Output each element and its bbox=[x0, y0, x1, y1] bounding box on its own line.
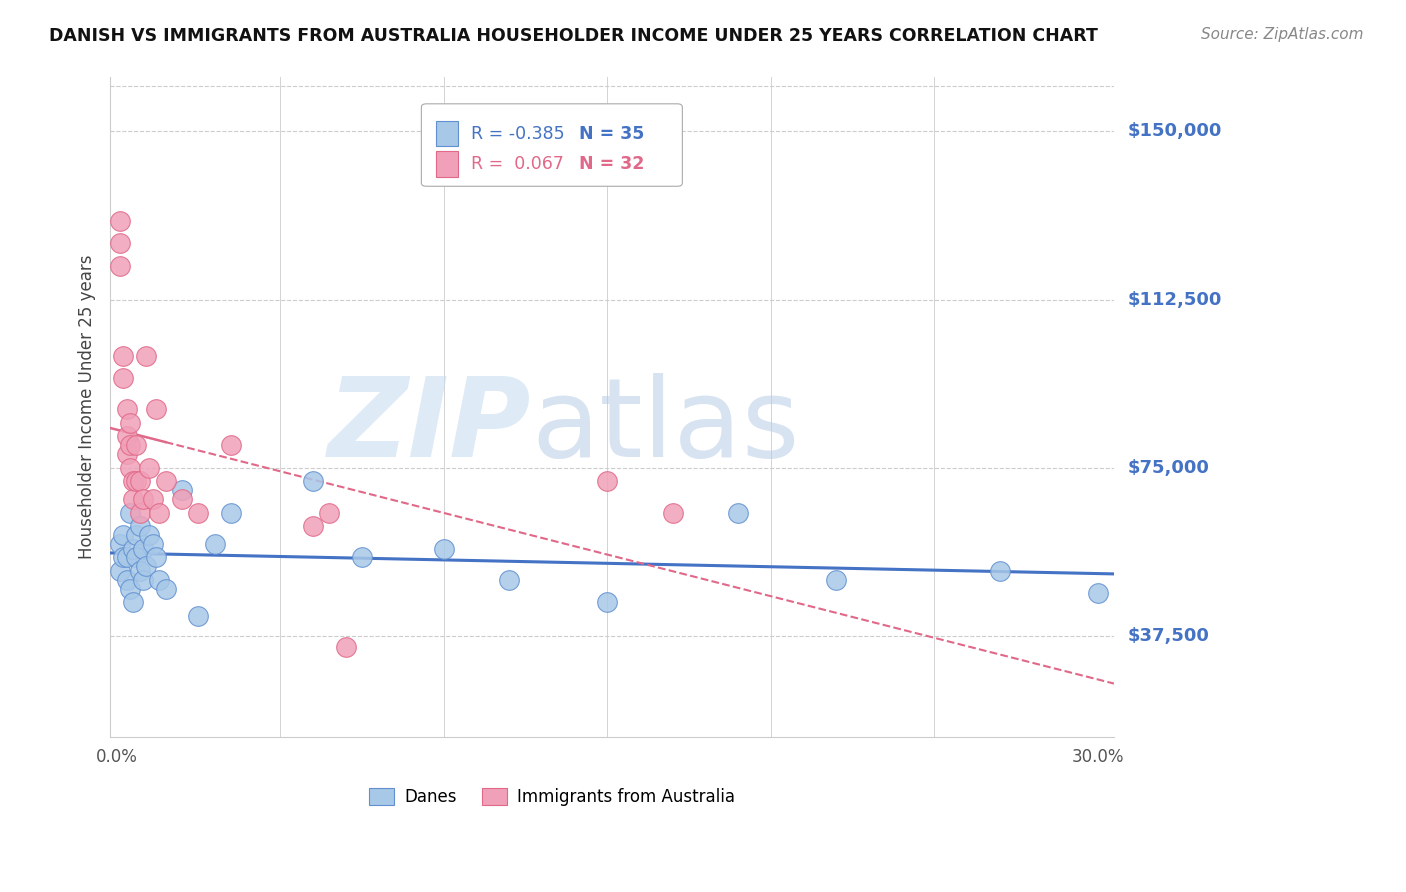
Point bbox=[825, 573, 848, 587]
Point bbox=[128, 474, 150, 488]
Point bbox=[135, 349, 157, 363]
Point bbox=[142, 537, 165, 551]
Point bbox=[125, 550, 148, 565]
Point bbox=[112, 528, 135, 542]
Point bbox=[118, 416, 141, 430]
Point bbox=[115, 402, 138, 417]
FancyBboxPatch shape bbox=[436, 152, 458, 177]
Point bbox=[148, 506, 170, 520]
Text: Source: ZipAtlas.com: Source: ZipAtlas.com bbox=[1201, 27, 1364, 42]
Legend: Danes, Immigrants from Australia: Danes, Immigrants from Australia bbox=[363, 781, 741, 813]
Point bbox=[138, 528, 160, 542]
Point bbox=[132, 573, 155, 587]
Point bbox=[125, 528, 148, 542]
Point bbox=[128, 564, 150, 578]
Point bbox=[596, 595, 619, 609]
Point bbox=[108, 214, 131, 228]
Point bbox=[135, 559, 157, 574]
Point bbox=[112, 550, 135, 565]
Text: DANISH VS IMMIGRANTS FROM AUSTRALIA HOUSEHOLDER INCOME UNDER 25 YEARS CORRELATIO: DANISH VS IMMIGRANTS FROM AUSTRALIA HOUS… bbox=[49, 27, 1098, 45]
Text: $112,500: $112,500 bbox=[1128, 291, 1222, 309]
Point bbox=[118, 438, 141, 452]
FancyBboxPatch shape bbox=[436, 121, 458, 146]
Point bbox=[108, 259, 131, 273]
Point bbox=[155, 474, 177, 488]
Point bbox=[335, 640, 357, 655]
Point bbox=[115, 447, 138, 461]
Text: $37,500: $37,500 bbox=[1128, 627, 1209, 645]
Point bbox=[125, 438, 148, 452]
Text: $75,000: $75,000 bbox=[1128, 458, 1209, 476]
Text: atlas: atlas bbox=[531, 374, 800, 481]
Point bbox=[108, 564, 131, 578]
Point bbox=[187, 506, 209, 520]
Text: R =  0.067: R = 0.067 bbox=[471, 155, 564, 173]
Text: N = 35: N = 35 bbox=[579, 125, 644, 143]
Point bbox=[115, 573, 138, 587]
Point bbox=[1087, 586, 1109, 600]
Point bbox=[122, 595, 145, 609]
Point bbox=[108, 537, 131, 551]
Text: $150,000: $150,000 bbox=[1128, 122, 1222, 140]
Point bbox=[115, 550, 138, 565]
Point bbox=[155, 582, 177, 596]
Point bbox=[122, 541, 145, 556]
Point bbox=[115, 429, 138, 443]
Point bbox=[145, 550, 167, 565]
Point bbox=[172, 483, 194, 498]
Point bbox=[112, 349, 135, 363]
Point bbox=[128, 506, 150, 520]
Point bbox=[128, 519, 150, 533]
FancyBboxPatch shape bbox=[422, 103, 682, 186]
Point bbox=[132, 492, 155, 507]
Point bbox=[142, 492, 165, 507]
Point bbox=[118, 506, 141, 520]
Point bbox=[433, 541, 456, 556]
Point bbox=[219, 438, 242, 452]
Point bbox=[498, 573, 520, 587]
Point bbox=[596, 474, 619, 488]
Text: N = 32: N = 32 bbox=[579, 155, 644, 173]
Point bbox=[112, 371, 135, 385]
Point bbox=[122, 492, 145, 507]
Point bbox=[122, 474, 145, 488]
Point bbox=[145, 402, 167, 417]
Point bbox=[219, 506, 242, 520]
Point bbox=[118, 460, 141, 475]
Point bbox=[318, 506, 340, 520]
Point bbox=[138, 460, 160, 475]
Text: ZIP: ZIP bbox=[328, 374, 531, 481]
Point bbox=[132, 541, 155, 556]
Point bbox=[187, 608, 209, 623]
Point bbox=[125, 474, 148, 488]
Y-axis label: Householder Income Under 25 years: Householder Income Under 25 years bbox=[79, 255, 96, 559]
Point bbox=[350, 550, 373, 565]
Point bbox=[148, 573, 170, 587]
Text: R = -0.385: R = -0.385 bbox=[471, 125, 564, 143]
Point bbox=[118, 582, 141, 596]
Point bbox=[661, 506, 683, 520]
Point bbox=[302, 519, 325, 533]
Point bbox=[302, 474, 325, 488]
Point bbox=[108, 236, 131, 251]
Point bbox=[727, 506, 749, 520]
Point bbox=[988, 564, 1011, 578]
Point bbox=[172, 492, 194, 507]
Point bbox=[204, 537, 226, 551]
